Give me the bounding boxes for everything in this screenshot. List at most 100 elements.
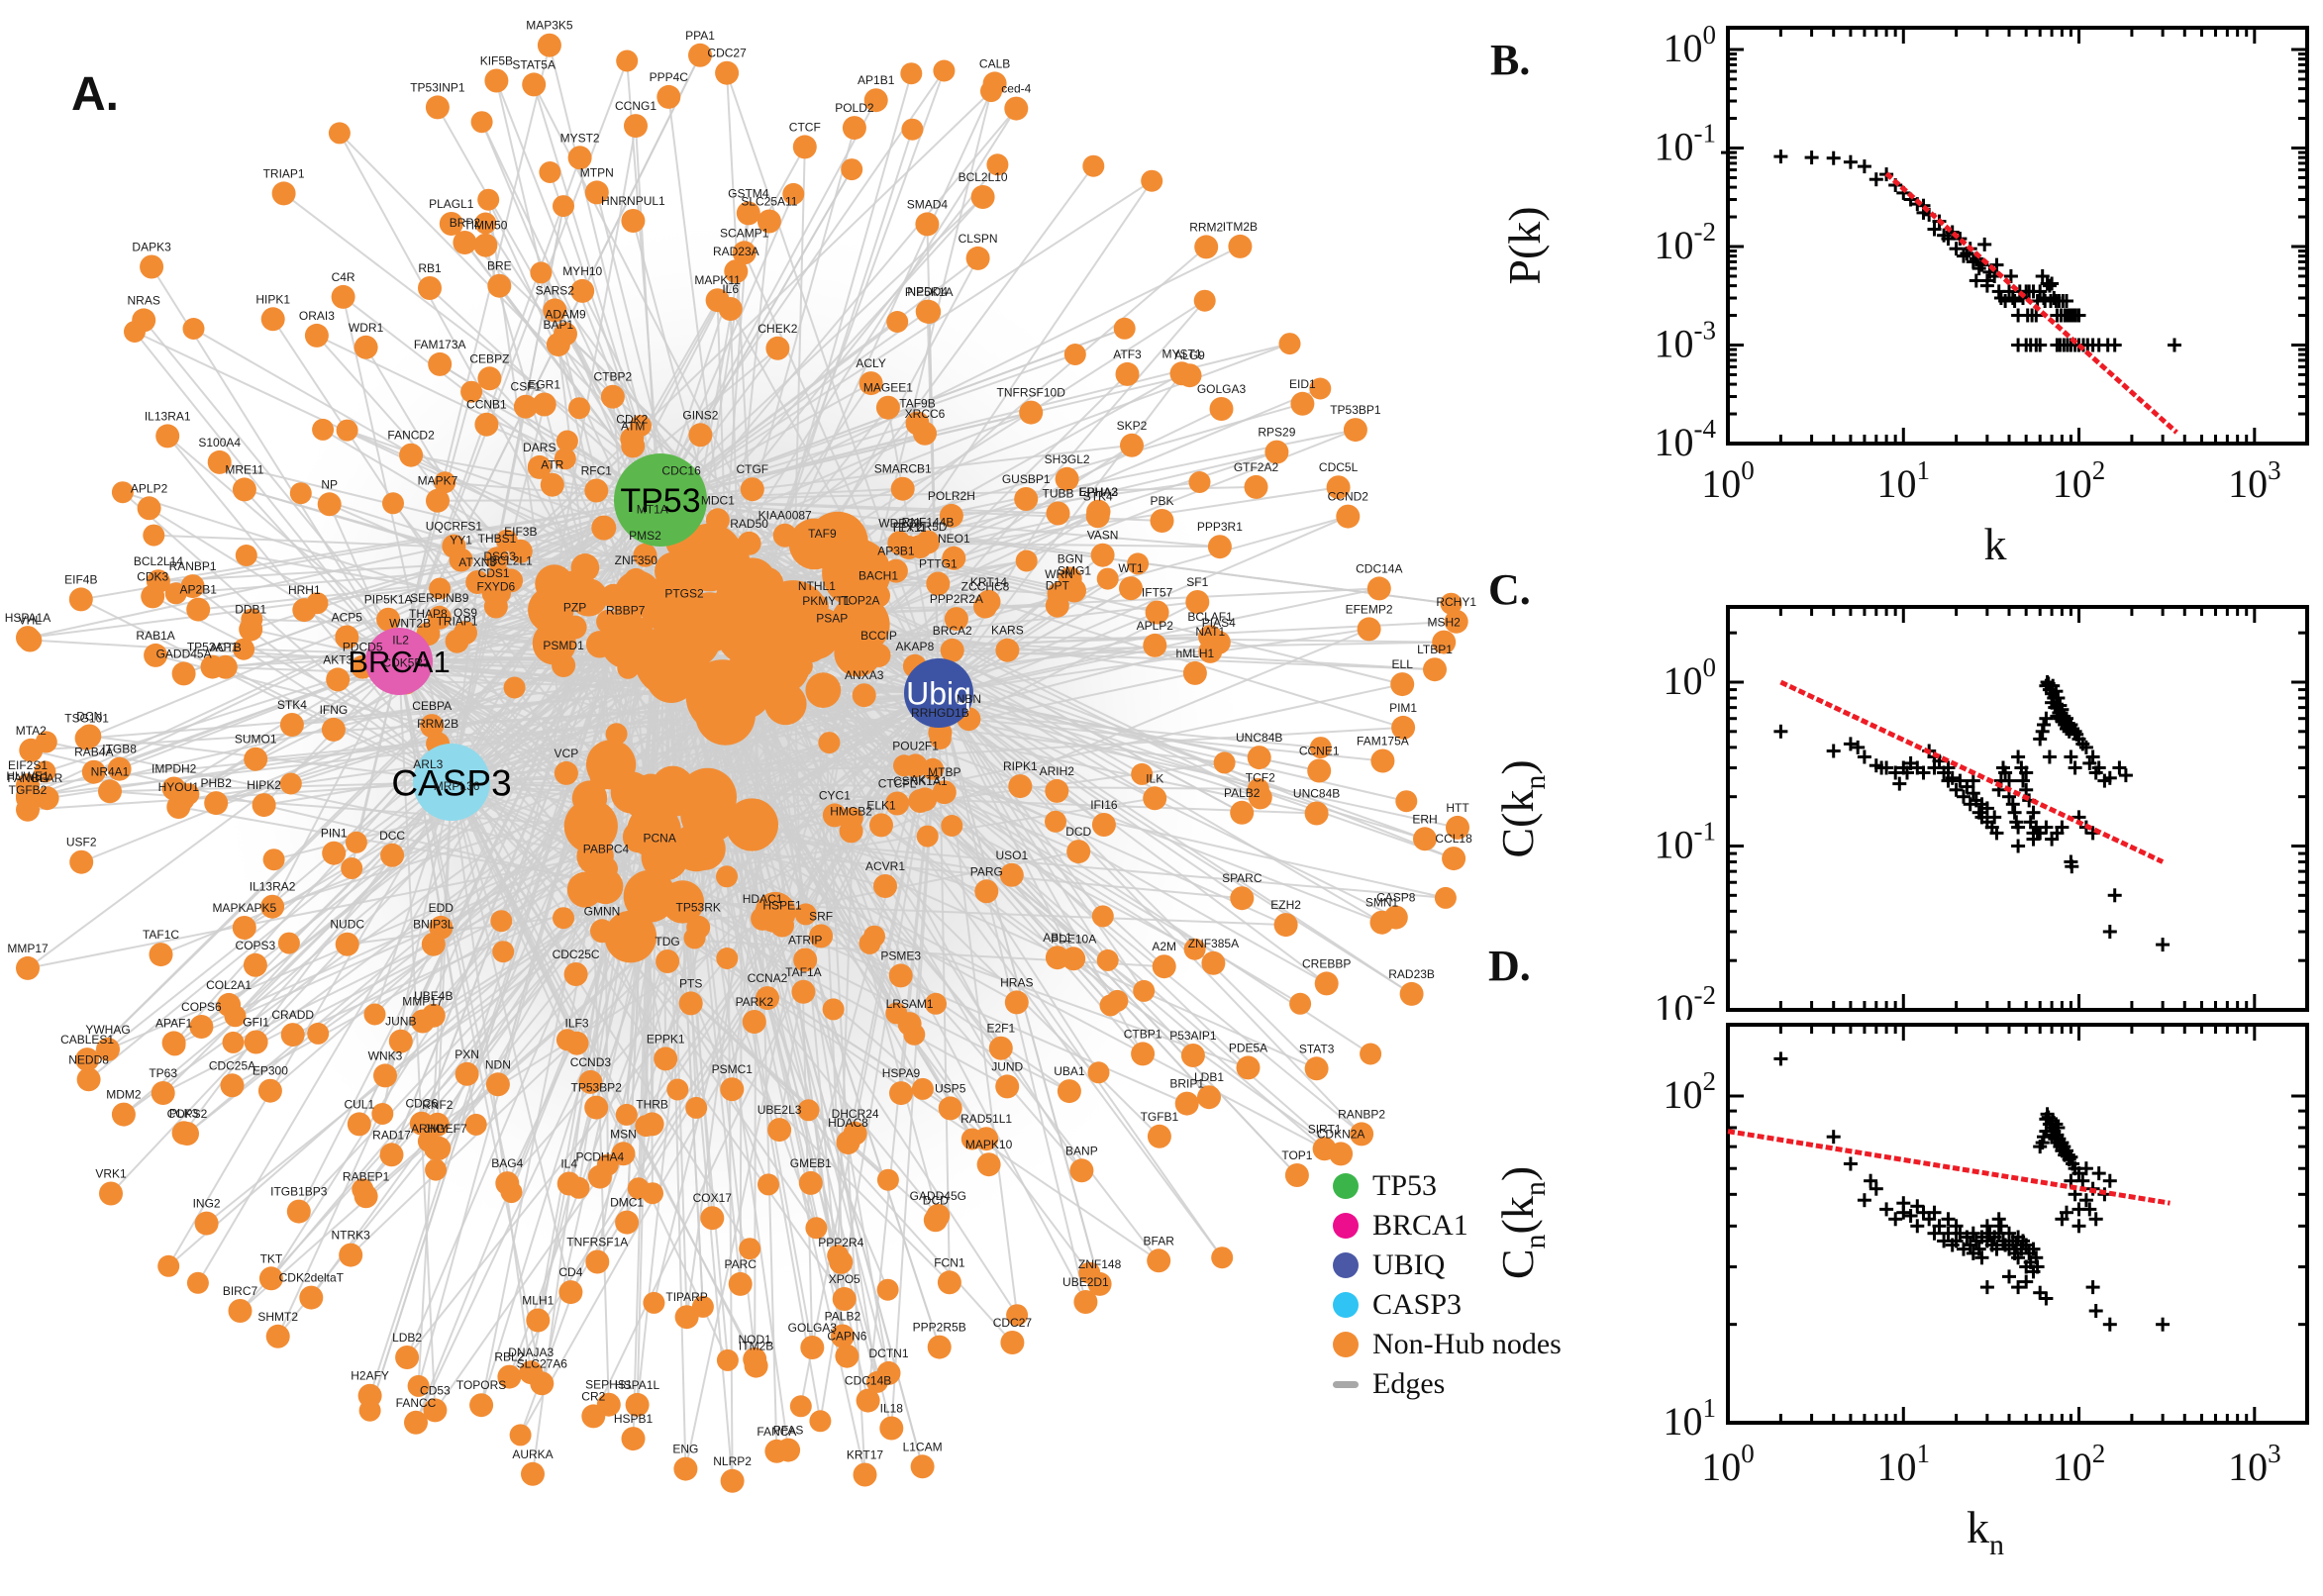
gene-node — [222, 1031, 245, 1053]
gene-node-label: ALG9 — [1174, 349, 1205, 362]
gene-node — [186, 597, 211, 622]
gene-node-label: APLP2 — [1137, 619, 1174, 633]
gene-node — [1432, 630, 1457, 654]
gene-node — [75, 1047, 100, 1072]
gene-node — [798, 1170, 823, 1195]
gene-node-label: MMP17 — [402, 995, 444, 1009]
x-axis-label: kn — [1967, 1502, 2004, 1561]
gene-node — [453, 231, 477, 254]
gene-node-label: CDC25C — [553, 948, 600, 961]
gene-node-label: DARS — [523, 441, 556, 454]
gene-node-label: IFT57 — [1142, 586, 1173, 600]
gene-node-label: WDR1 — [349, 321, 384, 335]
gene-node — [688, 43, 712, 67]
axis-tick-label: 102 — [2053, 1439, 2106, 1489]
gene-node-label: GOLGA3 — [788, 1321, 838, 1335]
gene-node-label: S100A4 — [198, 436, 241, 449]
gene-node-label: ATR — [541, 458, 563, 472]
gene-node — [1143, 633, 1167, 657]
gene-node — [484, 68, 509, 93]
gene-node — [724, 259, 749, 284]
gene-node — [149, 943, 173, 967]
gene-node-label: NEDD8 — [68, 1052, 109, 1066]
legend-item-edges: Edges — [1333, 1364, 1562, 1404]
gene-node-label: CTGF — [736, 462, 768, 476]
gene-node — [1091, 905, 1114, 928]
gene-node — [322, 841, 347, 865]
legend-item-casp3: CASP3 — [1333, 1285, 1562, 1325]
gene-node — [624, 114, 648, 139]
gene-node — [244, 1030, 268, 1054]
gene-node-label: THBS1 — [478, 532, 517, 546]
axis-tick-label: 101 — [1877, 455, 1931, 506]
gene-node — [111, 481, 134, 504]
gene-node-label: KRT17 — [847, 1448, 883, 1462]
gene-node — [818, 732, 841, 754]
gene-node-label: ITM2B — [1223, 220, 1258, 234]
nonhub-node-icon — [1333, 1332, 1359, 1357]
gene-node-label: COPS3 — [236, 939, 276, 952]
gene-node-label: GTF2A2 — [1234, 460, 1279, 474]
gene-node — [1391, 715, 1416, 740]
gene-node — [923, 1208, 948, 1233]
gene-node-label: MAPK10 — [965, 1138, 1013, 1151]
gene-node — [1185, 590, 1210, 614]
gene-node — [1336, 504, 1361, 529]
gene-node — [244, 747, 268, 771]
gene-node — [1045, 810, 1066, 833]
gene-node-label: PKMYT1 — [802, 594, 850, 608]
gene-node — [988, 1036, 1013, 1060]
gene-node-label: RNF2 — [422, 1098, 454, 1112]
gene-node-label: HSPA1L — [615, 1378, 659, 1392]
gene-node — [228, 1299, 252, 1323]
gene-node — [492, 941, 515, 963]
legend-item-tp53: TP53 — [1333, 1166, 1562, 1206]
network-legend: TP53 BRCA1 UBIQ CASP3 Non-Hub nodes Edge… — [1333, 1166, 1562, 1404]
gene-node — [151, 1081, 175, 1105]
gene-node — [805, 1217, 828, 1240]
gene-node-label: RANBP2 — [1338, 1107, 1385, 1121]
gene-node — [554, 322, 577, 347]
gene-node-label: ING2 — [193, 1197, 221, 1211]
gene-node — [1446, 815, 1469, 840]
gene-node-label: MYH10 — [562, 264, 602, 278]
gene-node — [1247, 746, 1271, 770]
gene-node — [886, 311, 909, 333]
gene-node — [558, 1280, 583, 1305]
gene-node-label: DCTN1 — [868, 1347, 908, 1360]
gene-node — [1197, 1085, 1221, 1110]
gene-node-label: CRADD — [271, 1008, 314, 1022]
gene-node-label: BCLAF1 — [1187, 610, 1233, 624]
gene-node — [144, 643, 168, 667]
gene-node — [605, 723, 628, 746]
gene-node-label: CDK2deltaT — [279, 1271, 345, 1285]
gene-node-label: EP300 — [252, 1064, 288, 1078]
gene-node — [509, 1424, 532, 1446]
gene-node — [495, 529, 518, 551]
gene-node-label: ADAM9 — [545, 307, 586, 321]
gene-node-label: CDC14B — [845, 1374, 891, 1388]
gene-node-label: PSME3 — [880, 948, 921, 962]
gene-node-label: AKAP8 — [896, 640, 935, 653]
gene-node-label: EPHA2 — [1078, 485, 1118, 499]
gene-node-label: APLP2 — [131, 481, 168, 495]
gene-node — [425, 1112, 450, 1137]
gene-node-label: SRF — [809, 909, 833, 923]
gene-node-label: EIF2S1 — [8, 758, 48, 772]
gene-node-label: RRM2B — [417, 717, 458, 731]
gene-node-label: AURKA — [512, 1447, 553, 1461]
gene-node-label: PMS2 — [629, 529, 661, 543]
gene-node-label: THRB — [636, 1097, 668, 1111]
gene-node-label: ILK — [1146, 771, 1163, 785]
legend-item-brca1: BRCA1 — [1333, 1206, 1562, 1246]
gene-node — [186, 1271, 209, 1294]
gene-node-label: WT1 — [1118, 561, 1144, 575]
gene-node-label: CTCFL — [878, 777, 917, 791]
gene-node — [1000, 1331, 1025, 1354]
gene-node-label: ATRIP — [788, 934, 822, 948]
gene-node — [347, 1112, 371, 1137]
gene-node-label: PPA1 — [685, 29, 715, 43]
gene-node — [554, 622, 576, 645]
gene-node-label: PIAS4 — [1202, 616, 1236, 630]
